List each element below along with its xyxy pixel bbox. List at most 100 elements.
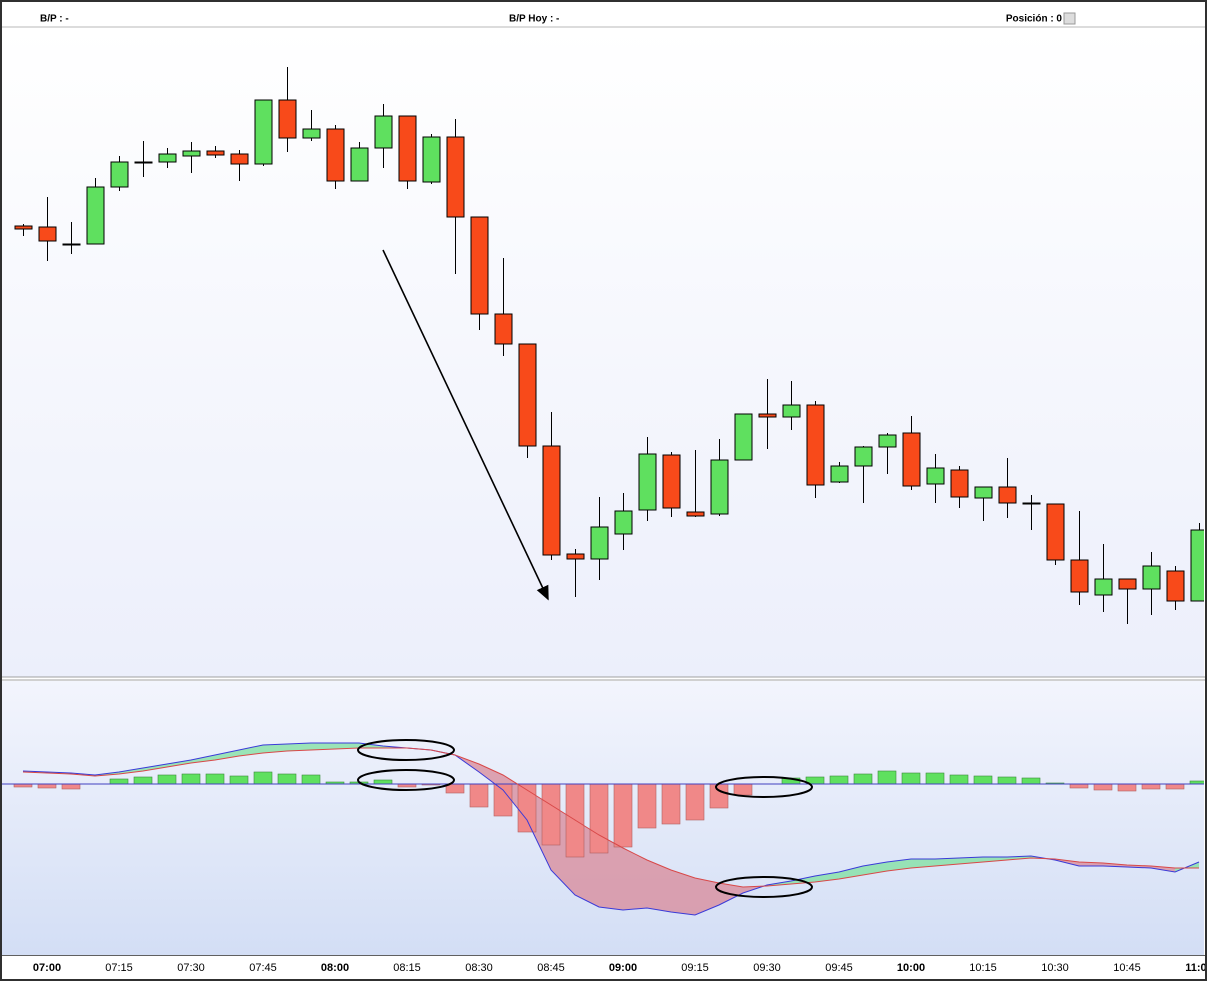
candle-body (1094, 578, 1113, 596)
x-tick-label: 10:00 (897, 962, 925, 974)
candle-body (302, 128, 321, 139)
macd-fill (671, 870, 695, 915)
histogram-bar (1021, 777, 1041, 785)
candle-body (1022, 502, 1041, 505)
header-position: Posición : 0 (1006, 14, 1063, 25)
candle-body (590, 526, 609, 560)
x-tick-label: 09:45 (825, 962, 853, 974)
candle-body (326, 128, 345, 182)
macd-fill (263, 744, 287, 753)
histogram-bar (253, 771, 273, 785)
macd-fill (695, 878, 719, 915)
macd-fill (191, 755, 215, 763)
candle-body (422, 136, 441, 183)
histogram-bar (973, 775, 993, 785)
candle-body (494, 313, 513, 345)
candle-body (926, 467, 945, 485)
x-tick-label: 09:30 (753, 962, 781, 974)
histogram-bar (541, 783, 561, 846)
candle-body (110, 161, 129, 188)
candle-body (974, 486, 993, 499)
candle-body (566, 553, 585, 560)
macd-fill (167, 760, 191, 767)
annotation-ellipse (357, 739, 455, 761)
x-tick-label: 08:30 (465, 962, 493, 974)
price-plot (14, 67, 1204, 624)
x-tick-label: 09:00 (609, 962, 637, 974)
histogram-bar (133, 776, 153, 785)
candle-body (758, 413, 777, 418)
macd-fill (599, 835, 623, 910)
histogram-bar (37, 783, 57, 789)
x-tick-label: 10:45 (1113, 962, 1141, 974)
header-bp-hoy: B/P Hoy : - (509, 14, 559, 25)
candle-body (470, 216, 489, 315)
candle-body (446, 136, 465, 218)
x-tick-label: 08:45 (537, 962, 565, 974)
histogram-bar (901, 772, 921, 785)
candle-body (878, 434, 897, 448)
histogram-bar (733, 783, 753, 796)
candle-body (1190, 529, 1204, 602)
x-tick-label: 11:00 (1185, 962, 1207, 974)
x-tick-label: 07:30 (177, 962, 205, 974)
x-tick-label: 08:15 (393, 962, 421, 974)
x-tick-label: 10:15 (969, 962, 997, 974)
candle-body (614, 510, 633, 535)
histogram-bar (997, 776, 1017, 785)
candle-body (734, 413, 753, 461)
histogram-bar (1165, 783, 1185, 790)
x-tick-label: 10:30 (1041, 962, 1069, 974)
macd-fill (335, 743, 359, 749)
histogram-bar (61, 783, 81, 790)
candle-body (1142, 565, 1161, 590)
candle-body (518, 343, 537, 447)
candle-body (662, 454, 681, 509)
histogram-bar (517, 783, 537, 833)
candle-body (710, 459, 729, 515)
histogram-bar (181, 773, 201, 785)
histogram-bar (661, 783, 681, 825)
macd-fill (287, 743, 311, 751)
candle-body (230, 153, 249, 165)
candle-body (62, 243, 81, 246)
macd-fill (983, 857, 1007, 862)
candle-body (950, 469, 969, 498)
histogram-bar (493, 783, 513, 817)
x-tick-label: 09:15 (681, 962, 709, 974)
candle-body (182, 150, 201, 157)
candle-body (830, 465, 849, 483)
candle-body (398, 115, 417, 182)
candle-body (542, 445, 561, 556)
macd-fill (143, 764, 167, 771)
candle-body (782, 404, 801, 418)
histogram-bar (877, 770, 897, 785)
candle-body (134, 161, 153, 164)
close-icon[interactable] (1063, 12, 1076, 25)
macd-fill (215, 750, 239, 760)
candle-body (374, 115, 393, 149)
candle-body (902, 432, 921, 487)
trend-arrow (382, 249, 549, 601)
candle-body (1166, 570, 1185, 602)
candle-body (14, 225, 33, 230)
price-panel (2, 28, 1204, 677)
annotation-ellipse (357, 769, 455, 791)
candle-body (1046, 503, 1065, 561)
candle-body (278, 99, 297, 139)
candle-body (686, 511, 705, 517)
annotation-ellipse (715, 776, 813, 798)
histogram-bar (373, 779, 393, 785)
candle-body (854, 446, 873, 467)
time-axis: 07:00 07:15 07:30 07:45 08:00 08:15 08:30 08:45… (33, 962, 1207, 974)
histogram-bar (613, 783, 633, 848)
candle-body (254, 99, 273, 165)
x-tick-label: 07:15 (105, 962, 133, 974)
indicator-line (22, 747, 1199, 888)
histogram-bar (277, 773, 297, 785)
candle-body (1118, 578, 1137, 590)
candle-body (38, 226, 57, 242)
macd-fill (887, 859, 911, 871)
histogram-bar (109, 778, 129, 785)
